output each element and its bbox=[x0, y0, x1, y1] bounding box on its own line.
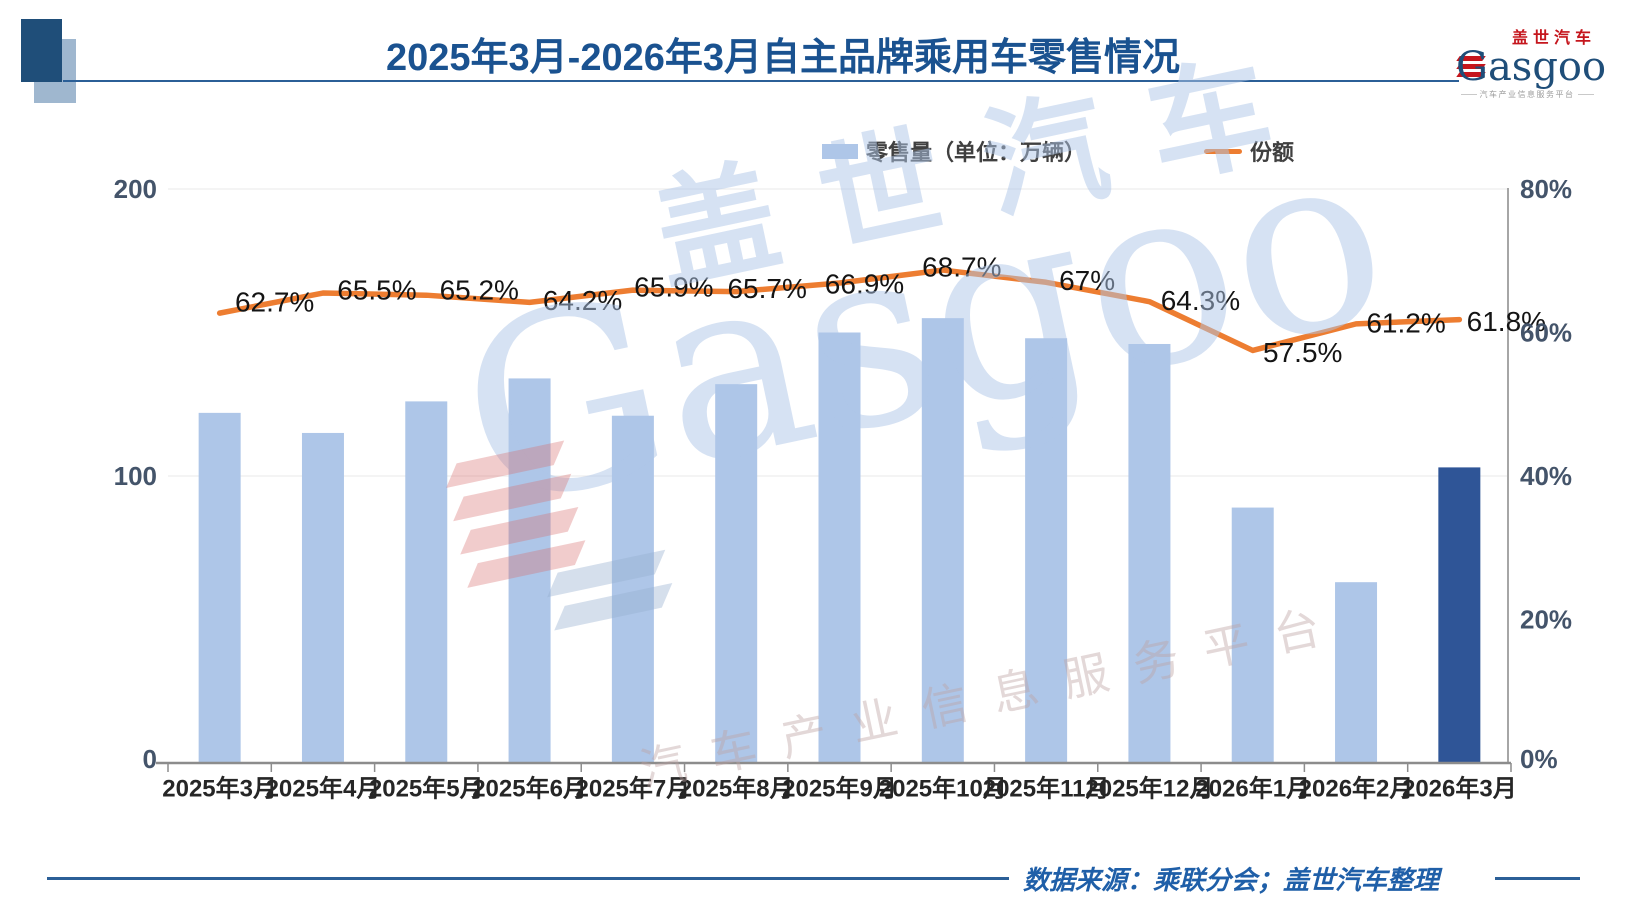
tagline-dash-right bbox=[1577, 94, 1594, 95]
left-axis-tick-label: 100 bbox=[114, 461, 157, 491]
line-data-label: 61.2% bbox=[1366, 307, 1445, 338]
page-title: 2025年3月-2026年3月自主品牌乘用车零售情况 bbox=[386, 37, 1180, 79]
x-axis-category-label: 2025年10月 bbox=[879, 775, 1007, 803]
bar bbox=[1335, 582, 1378, 763]
bar bbox=[1231, 507, 1274, 763]
x-axis-category-label: 2026年3月 bbox=[1402, 775, 1517, 803]
bar bbox=[508, 378, 551, 763]
bar bbox=[715, 384, 758, 763]
legend-item-bar: 零售量（单位：万辆） bbox=[822, 135, 1086, 167]
title-underline bbox=[63, 80, 1459, 82]
legend-bar-label: 零售量（单位：万辆） bbox=[866, 140, 1087, 165]
x-axis-category-label: 2026年2月 bbox=[1299, 775, 1414, 803]
line-data-label: 64.2% bbox=[543, 285, 622, 316]
left-axis-tick-label: 0 bbox=[143, 744, 157, 774]
footer-line-right bbox=[1495, 876, 1580, 880]
x-axis-category-label: 2026年1月 bbox=[1195, 775, 1310, 803]
tagline-dash-left bbox=[1460, 94, 1477, 95]
x-axis-category-label: 2025年12月 bbox=[1085, 775, 1213, 803]
right-axis-tick-label: 20% bbox=[1520, 605, 1572, 635]
bar bbox=[1438, 467, 1481, 763]
bar bbox=[818, 332, 861, 763]
bar bbox=[1025, 338, 1068, 763]
legend-line-swatch bbox=[1204, 148, 1242, 154]
bar bbox=[1128, 343, 1171, 763]
logo-cn-text: 盖世汽车 bbox=[1511, 30, 1596, 47]
x-axis-category-label: 2025年6月 bbox=[472, 775, 587, 803]
right-axis-tick-label: 0% bbox=[1520, 744, 1558, 774]
bar bbox=[611, 415, 654, 763]
x-axis-category-label: 2025年3月 bbox=[162, 775, 277, 803]
line-data-label: 62.7% bbox=[235, 287, 314, 318]
bar bbox=[405, 401, 448, 763]
right-axis-tick-label: 60% bbox=[1520, 318, 1572, 348]
line-data-label: 65.2% bbox=[440, 275, 519, 306]
line-data-label: 65.9% bbox=[634, 272, 713, 303]
x-axis-category-label: 2025年11月 bbox=[983, 775, 1110, 803]
left-axis-tick-label: 200 bbox=[114, 174, 157, 204]
logo-en-text: Gasgoo bbox=[1456, 44, 1607, 90]
gasgoo-logo: 盖世汽车 Gasgoo 汽车产业信息服务平台 bbox=[1456, 24, 1606, 100]
logo-wordmark: Gasgoo bbox=[1456, 47, 1606, 87]
footer-line-left bbox=[47, 876, 1009, 880]
line-data-label: 65.5% bbox=[337, 275, 416, 306]
footer-source-text: 数据来源：乘联分会；盖世汽车整理 bbox=[1022, 864, 1439, 895]
bar bbox=[921, 318, 964, 763]
bar bbox=[301, 432, 344, 763]
line-data-label: 64.3% bbox=[1161, 285, 1240, 316]
x-axis-category-label: 2025年8月 bbox=[679, 775, 794, 803]
share-line bbox=[216, 267, 1463, 354]
right-axis-tick-label: 40% bbox=[1520, 461, 1572, 491]
line-data-label: 68.7% bbox=[922, 252, 1001, 283]
x-axis-category-label: 2025年7月 bbox=[576, 775, 691, 803]
line-data-label: 66.9% bbox=[825, 268, 904, 299]
legend-item-line: 份额 bbox=[1204, 135, 1294, 167]
decor-square-dark bbox=[21, 19, 62, 82]
line-data-label: 57.5% bbox=[1263, 337, 1342, 368]
x-axis-category-label: 2025年9月 bbox=[782, 775, 897, 803]
line-data-label: 65.7% bbox=[727, 273, 806, 304]
logo-tagline-text: 汽车产业信息服务平台 bbox=[1479, 90, 1575, 99]
legend-line-label: 份额 bbox=[1250, 140, 1295, 165]
legend-bar-swatch bbox=[822, 143, 858, 159]
x-axis-category-label: 2025年5月 bbox=[369, 775, 484, 803]
logo-tagline: 汽车产业信息服务平台 bbox=[1456, 89, 1598, 100]
line-data-label: 61.8% bbox=[1467, 306, 1546, 337]
right-axis-tick-label: 80% bbox=[1520, 174, 1572, 204]
footer: 数据来源：乘联分会；盖世汽车整理 bbox=[47, 864, 1580, 895]
bar bbox=[198, 412, 241, 763]
x-axis-category-label: 2025年4月 bbox=[266, 775, 381, 803]
line-data-label: 67% bbox=[1059, 265, 1115, 296]
